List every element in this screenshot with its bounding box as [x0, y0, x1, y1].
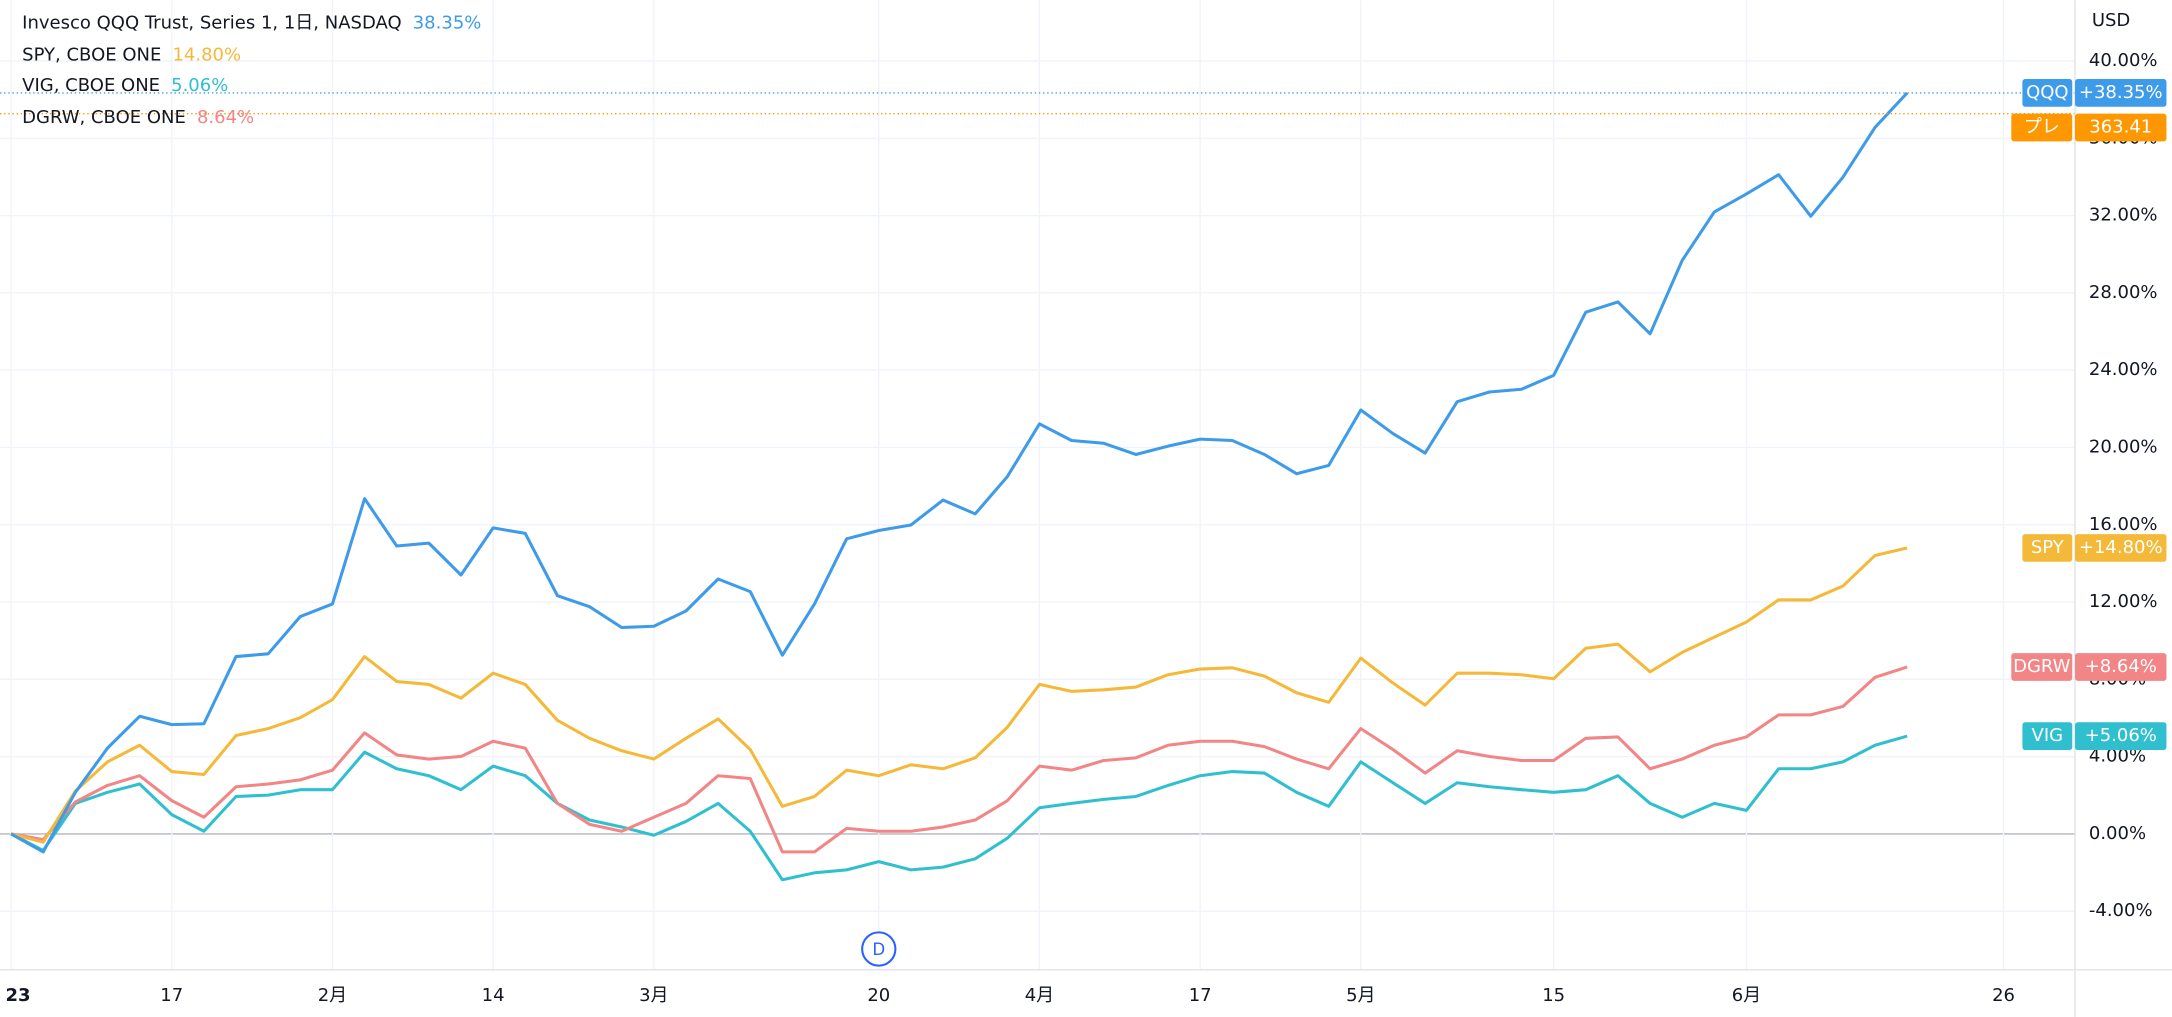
value-badge [2075, 722, 2167, 751]
legend-value: 38.35% [413, 13, 482, 34]
currency-label: USD [2092, 10, 2130, 31]
legend-name: VIG, CBOE ONE [22, 75, 160, 96]
y-tick-label: 32.00% [2089, 205, 2158, 226]
legend-value: 5.06% [171, 75, 228, 96]
x-tick-label: 3月 [639, 985, 668, 1006]
series-line [10, 546, 1908, 844]
y-tick-label: 0.00% [2089, 823, 2146, 844]
y-tick-label: 20.00% [2089, 436, 2158, 457]
value-badge-label: +5.06% [2085, 725, 2157, 746]
x-tick-label: 6月 [1732, 985, 1761, 1006]
x-tick-label: 26 [1992, 985, 2015, 1006]
badges: QQQ +38.35% SPY +14.80% VIG +5.06% DGRW +8.64% プ… [2011, 79, 2167, 751]
legend-entry: DGRW, CBOE ONE 8.64% [22, 107, 254, 128]
x-tick-label: 20 [867, 985, 890, 1006]
legend-entry: VIG, CBOE ONE 5.06% [22, 75, 228, 96]
symbol-badge [2011, 653, 2073, 681]
y-tick-label: 40.00% [2089, 50, 2158, 71]
value-badge [2075, 653, 2167, 681]
symbol-badge-label: SPY [2031, 537, 2065, 558]
pre-badge-label: プレ [2024, 117, 2060, 138]
pre-price-badge [2075, 113, 2167, 142]
legend-name: Invesco QQQ Trust, Series 1, 1日, NASDAQ [22, 13, 402, 34]
x-tick-label: 14 [482, 985, 505, 1006]
legend-value: 8.64% [197, 107, 254, 128]
x-tick-label: 2月 [318, 985, 347, 1006]
x-tick-label: 4月 [1025, 985, 1054, 1006]
legend-entry: Invesco QQQ Trust, Series 1, 1日, NASDAQ 3… [22, 13, 481, 34]
value-badge [2075, 79, 2167, 107]
symbol-badge-label: QQQ [2026, 82, 2069, 103]
legend-name: DGRW, CBOE ONE [22, 107, 186, 128]
lines [0, 91, 2076, 882]
pre-badge [2011, 113, 2073, 142]
symbol-badge-label: DGRW [2013, 656, 2071, 677]
x-tick-label: 23 [6, 985, 31, 1006]
value-badge-label: +8.64% [2085, 656, 2157, 677]
y-tick-label: 4.00% [2089, 746, 2146, 767]
axis: -4.00%0.00%4.00%8.00%12.00%16.00%20.00%2… [6, 50, 2158, 1006]
x-tick-label: 17 [1189, 985, 1212, 1006]
series-line [10, 734, 1908, 882]
event-marker-label: D [872, 940, 885, 959]
x-tick-label: 15 [1542, 985, 1565, 1006]
x-tick-label: 17 [160, 985, 183, 1006]
y-tick-label: 16.00% [2089, 514, 2158, 535]
value-badge-label: +14.80% [2079, 537, 2163, 558]
pre-price-label: 363.41 [2089, 117, 2152, 138]
legend-name: SPY, CBOE ONE [22, 45, 161, 66]
legend-value: 14.80% [172, 45, 241, 66]
symbol-badge [2022, 722, 2073, 751]
y-tick-label: 24.00% [2089, 359, 2158, 380]
series-line [10, 665, 1908, 854]
y-tick-label: 28.00% [2089, 282, 2158, 303]
legend-entry: SPY, CBOE ONE 14.80% [22, 45, 241, 66]
value-badge [2075, 534, 2167, 562]
value-badge-label: +38.35% [2079, 82, 2163, 103]
symbol-badge [2022, 534, 2073, 562]
legend: Invesco QQQ Trust, Series 1, 1日, NASDAQ 3… [22, 13, 481, 128]
symbol-badge [2022, 79, 2073, 107]
x-tick-label: 5月 [1346, 985, 1375, 1006]
symbol-badge-label: VIG [2032, 725, 2064, 746]
y-tick-label: 12.00% [2089, 591, 2158, 612]
series-line [10, 91, 1909, 854]
event-marker [861, 931, 897, 967]
y-tick-label: -4.00% [2089, 900, 2153, 921]
